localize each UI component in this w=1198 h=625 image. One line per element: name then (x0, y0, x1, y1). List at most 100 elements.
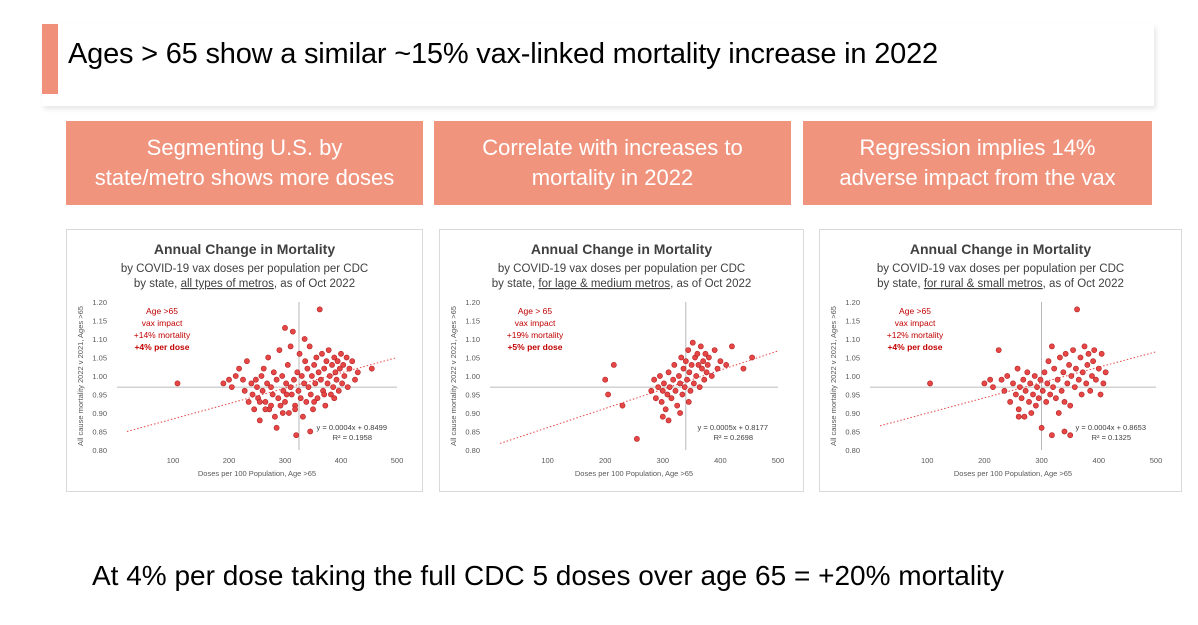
header-box-1-text: Segmenting U.S. by state/metro shows mor… (94, 135, 395, 190)
data-point (268, 384, 274, 390)
slide-title: Ages > 65 show a similar ~15% vax-linked… (68, 38, 938, 70)
header-box-3: Regression implies 14% adverse impact fr… (803, 121, 1152, 205)
data-point (316, 306, 323, 313)
data-point (990, 384, 996, 390)
data-point (1073, 365, 1079, 372)
data-point (670, 376, 677, 383)
data-point (268, 402, 274, 409)
data-point (1093, 376, 1099, 383)
data-point (283, 380, 290, 387)
y-tick-label: 0.90 (465, 409, 480, 418)
vax-impact-annotation: +5% per dose (507, 342, 562, 352)
data-point (1022, 387, 1029, 394)
data-point (661, 380, 667, 387)
chart-3-svg: Annual Change in Mortality by COVID-19 va… (829, 241, 1162, 478)
data-point (1034, 384, 1040, 390)
chart-subtitle-line2: by state, all types of metros, as of Oct… (134, 278, 355, 290)
data-point (1051, 365, 1058, 372)
data-point (676, 373, 682, 379)
data-point (296, 350, 303, 357)
data-point (678, 354, 685, 361)
data-point (1075, 376, 1082, 383)
data-point (1057, 354, 1063, 361)
data-point (605, 391, 611, 398)
data-point (659, 387, 666, 394)
data-point (1004, 373, 1011, 379)
subtitle-prefix: by state, (134, 278, 181, 290)
x-tick-label: 400 (1093, 456, 1106, 465)
data-point (174, 380, 181, 387)
data-point (319, 350, 325, 357)
data-point (272, 413, 278, 420)
y-tick-label: 1.15 (465, 317, 480, 326)
data-point (664, 391, 671, 398)
chart-subtitle-line1: by COVID-19 vax doses per population per… (121, 263, 368, 275)
data-point (699, 365, 705, 372)
data-point (1016, 384, 1023, 390)
data-point (1015, 413, 1022, 420)
data-point (1090, 358, 1096, 365)
subtitle-suffix: , as of Oct 2022 (670, 278, 751, 290)
vax-impact-annotation: +14% mortality (134, 330, 191, 340)
data-point (279, 373, 286, 379)
data-point (1095, 365, 1102, 372)
x-axis-title: Doses per 100 Population, Age >65 (198, 469, 316, 478)
x-tick-label: 100 (167, 456, 180, 465)
data-point (1070, 347, 1076, 353)
data-point (270, 369, 277, 376)
vax-impact-annotation: vax impact (515, 318, 556, 328)
data-point (275, 395, 282, 402)
data-point (1035, 395, 1042, 402)
data-point (1089, 373, 1095, 379)
data-point (1060, 369, 1067, 376)
data-point (259, 387, 266, 394)
data-point (302, 358, 309, 365)
vax-impact-annotation: Age >65 (899, 306, 931, 316)
data-point (995, 347, 1002, 353)
y-tick-label: 1.05 (845, 354, 860, 363)
data-point (1066, 361, 1072, 368)
data-point (241, 387, 248, 394)
data-point (349, 358, 356, 365)
chart-1-svg: Annual Change in Mortality by COVID-19 va… (76, 241, 403, 478)
data-point (312, 380, 319, 387)
data-point (326, 373, 333, 379)
data-point (311, 398, 318, 405)
data-point (1031, 373, 1038, 379)
data-point (262, 398, 269, 405)
data-point (684, 376, 690, 383)
data-point (704, 361, 711, 368)
data-point (1048, 343, 1055, 350)
vax-impact-annotation: +19% mortality (507, 330, 564, 340)
data-point (648, 387, 655, 394)
data-point (1102, 369, 1109, 376)
chart-card-2: Annual Change in Mortality by COVID-19 va… (439, 229, 804, 492)
data-point (306, 343, 313, 350)
data-point (273, 424, 280, 431)
data-point (680, 365, 687, 372)
data-point (1064, 380, 1071, 387)
subtitle-prefix: by state, (492, 278, 539, 290)
subtitle-segment: for lage & medium metros (538, 278, 670, 290)
data-point (679, 391, 686, 398)
data-point (1048, 432, 1055, 439)
footer-statement: At 4% per dose taking the full CDC 5 dos… (92, 560, 1005, 591)
data-point (248, 380, 255, 387)
y-tick-label: 0.85 (92, 428, 107, 437)
data-point (280, 387, 287, 394)
header-box-1: Segmenting U.S. by state/metro shows mor… (66, 121, 423, 205)
data-point (610, 361, 617, 368)
y-tick-label: 0.95 (92, 391, 107, 400)
data-point (323, 358, 330, 365)
data-point (729, 343, 735, 350)
data-point (1058, 387, 1065, 394)
subtitle-prefix: by state, (877, 278, 924, 290)
data-point (697, 343, 704, 350)
data-point (1054, 376, 1061, 383)
data-point (368, 365, 375, 372)
data-point (286, 410, 292, 416)
data-point (633, 435, 640, 442)
data-point (657, 373, 663, 379)
data-point (1038, 424, 1045, 431)
data-point (723, 361, 730, 368)
